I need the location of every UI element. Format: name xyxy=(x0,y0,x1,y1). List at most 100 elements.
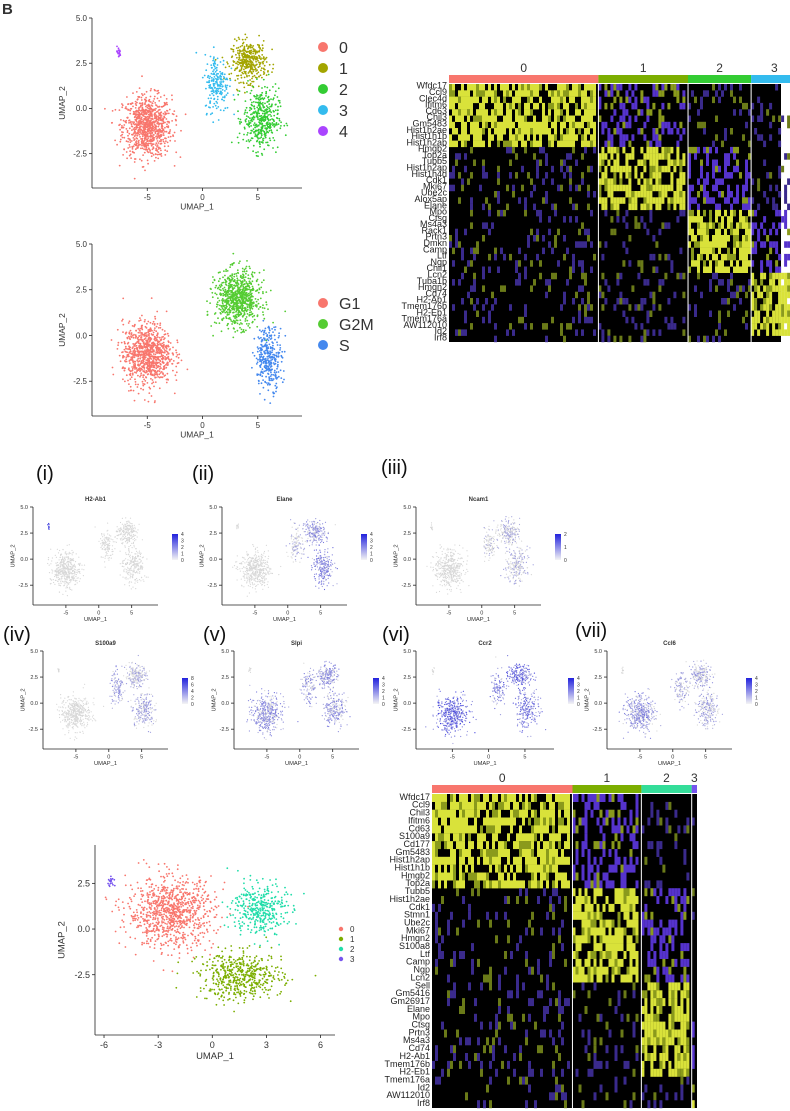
heatmap-cell xyxy=(473,253,476,261)
data-point xyxy=(130,157,133,160)
heatmap-cell xyxy=(548,115,551,122)
data-point xyxy=(242,56,245,59)
data-point xyxy=(145,332,148,334)
data-point xyxy=(269,346,272,348)
heatmap-cell xyxy=(661,84,665,91)
data-point xyxy=(253,337,256,340)
data-point xyxy=(269,402,272,404)
heatmap-cell xyxy=(581,266,584,273)
heatmap-cell xyxy=(476,96,479,104)
data-point xyxy=(155,125,158,128)
heatmap-cell xyxy=(554,121,557,129)
data-point xyxy=(257,151,259,153)
heatmap-cell xyxy=(655,165,659,173)
heatmap-cell xyxy=(542,197,545,204)
data-point xyxy=(226,294,229,296)
data-point xyxy=(247,60,250,63)
heatmap-cell xyxy=(482,272,485,280)
data-point xyxy=(275,371,278,374)
data-point xyxy=(255,290,257,292)
heatmap-cell xyxy=(646,115,650,122)
data-point xyxy=(126,342,129,345)
legend-label: 1 xyxy=(339,61,348,78)
data-point xyxy=(238,262,240,264)
data-point xyxy=(279,327,282,330)
data-point xyxy=(225,270,228,272)
heatmap-cell xyxy=(676,128,680,135)
data-point xyxy=(272,137,275,139)
heatmap-cell xyxy=(455,241,458,248)
heatmap-cell xyxy=(524,109,527,116)
data-point xyxy=(269,123,272,126)
data-point xyxy=(267,96,269,99)
data-point xyxy=(274,373,277,376)
data-point xyxy=(155,364,158,367)
data-point xyxy=(235,311,237,313)
data-point xyxy=(130,376,133,379)
data-point xyxy=(255,94,258,96)
data-point xyxy=(147,343,149,346)
data-point xyxy=(256,325,259,328)
data-point xyxy=(139,357,142,360)
data-point xyxy=(206,81,208,83)
data-point xyxy=(144,380,147,382)
heatmap-cell xyxy=(509,140,512,148)
data-point xyxy=(159,363,162,365)
heatmap-cell xyxy=(679,203,683,211)
heatmap-cell xyxy=(581,134,584,141)
data-point xyxy=(222,289,225,292)
heatmap-cell xyxy=(524,304,527,311)
heatmap-cell xyxy=(581,178,584,185)
data-point xyxy=(140,159,143,162)
heatmap-cell xyxy=(500,134,503,141)
data-point xyxy=(249,106,252,109)
heatmap-cell xyxy=(682,153,686,160)
heatmap-cell xyxy=(506,115,509,122)
data-point xyxy=(238,287,241,289)
data-point xyxy=(273,358,276,361)
heatmap-cell xyxy=(539,209,542,217)
data-point xyxy=(141,144,143,147)
heatmap-cell xyxy=(521,121,524,129)
heatmap-cell xyxy=(470,298,473,305)
data-point xyxy=(276,129,278,132)
data-point xyxy=(249,46,252,49)
heatmap-cell xyxy=(578,84,581,91)
heatmap-cell xyxy=(473,121,476,129)
heatmap-cell xyxy=(584,109,587,116)
data-point xyxy=(248,305,251,308)
data-point xyxy=(157,349,160,352)
heatmap-cell xyxy=(590,109,593,116)
heatmap-cell xyxy=(578,310,581,317)
data-point xyxy=(150,119,152,122)
heatmap-cell xyxy=(587,203,590,211)
data-point xyxy=(151,142,153,145)
heatmap-cell xyxy=(679,159,683,166)
data-point xyxy=(213,61,216,64)
data-point xyxy=(158,387,161,390)
data-point xyxy=(248,74,251,77)
data-point xyxy=(231,320,234,323)
heatmap-cell xyxy=(658,90,662,97)
data-point xyxy=(133,135,136,138)
data-point xyxy=(236,89,239,92)
data-point xyxy=(147,124,150,127)
heatmap-cell xyxy=(640,159,644,166)
heatmap-cell xyxy=(452,184,455,192)
data-point xyxy=(257,283,260,286)
data-point xyxy=(212,334,215,337)
data-point xyxy=(168,360,171,363)
heatmap-cell xyxy=(524,90,527,97)
heatmap-cell xyxy=(473,84,476,91)
data-point xyxy=(249,92,252,95)
heatmap-cell xyxy=(676,153,680,160)
data-point xyxy=(274,326,277,328)
data-point xyxy=(151,322,154,325)
heatmap-cell xyxy=(619,96,623,104)
data-point xyxy=(149,89,152,92)
data-point xyxy=(151,115,154,117)
data-point xyxy=(224,107,227,110)
data-point xyxy=(152,363,155,365)
data-point xyxy=(160,125,163,128)
data-point xyxy=(147,320,150,323)
